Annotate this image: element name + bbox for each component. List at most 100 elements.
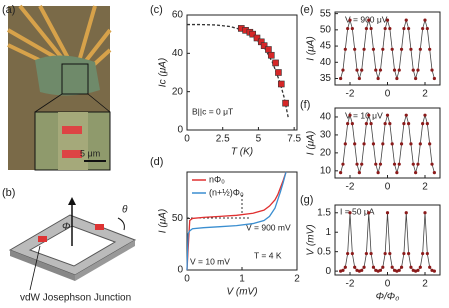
data-point [348,113,352,117]
y-tick-label: 30 [320,130,332,141]
data-point [374,162,378,166]
data-point [428,142,432,146]
x-tick-label: 5 [256,134,262,145]
x-tick-label: 0 [184,274,190,285]
data-point [399,47,404,51]
data-point [381,47,385,51]
data-point [430,68,434,72]
data-point [388,26,392,31]
x-tick-label: 0 [385,279,391,290]
data-point [399,142,404,146]
data-point [404,211,408,215]
x-tick-label: -2 [346,279,355,290]
data-point [430,162,434,166]
data-point [353,47,357,51]
y-axis-label: V (mV) [306,224,317,255]
data-point [392,162,397,166]
data-point [414,76,418,81]
y-tick-label: 40 [172,48,184,59]
x-tick-label: 2.5 [216,134,230,145]
annotation: T = 4 K [254,250,282,260]
flux-label: Φ [62,222,70,233]
data-point [421,252,425,256]
x-axis-label: T (K) [231,147,253,158]
data-point [425,26,429,31]
data-point [364,122,369,126]
data-point [416,68,420,72]
data-point [428,265,432,269]
y-tick-label: 10 [320,165,332,176]
data-point [428,47,432,51]
data-point [378,268,383,272]
series-line [186,171,287,271]
data-point [406,122,411,126]
panel-label: (a) [2,4,15,16]
data-point [362,142,366,146]
data-point [275,69,282,76]
data-point [402,26,406,31]
panel-label: (f) [300,99,310,111]
data-point [277,80,285,88]
data-point [272,59,279,67]
data-point [423,113,427,117]
data-point [385,113,390,117]
data-point [353,265,357,269]
data-point [369,26,373,31]
y-tick-label: 60 [172,10,184,21]
data-point [341,268,345,272]
data-point [423,211,427,215]
data-point [409,265,413,269]
data-point [432,76,436,81]
legend-label: (n+½)Φ₀ [209,187,244,197]
data-point [343,47,347,51]
y-tick-label: 1.5 [317,207,331,218]
data-point [406,26,411,31]
y-tick-label: 20 [172,86,184,97]
data-point [390,142,394,146]
panel-label: (g) [300,194,313,206]
panel-label: (c) [150,4,163,16]
data-point [432,269,436,273]
data-point [357,171,361,175]
x-tick-label: 0 [385,89,391,100]
data-point [360,68,364,72]
y-axis-label: I (μA) [306,131,317,155]
data-point [282,99,289,107]
data-point [416,162,420,166]
data-point [371,142,376,146]
x-tick-label: 2 [422,279,428,290]
data-point [339,171,343,175]
x-tick-label: -2 [346,182,355,193]
angle-label: θ [122,205,128,216]
annotation: V = 900 μV [345,14,388,24]
data-point [395,76,399,81]
x-tick-label: -2 [346,89,355,100]
data-point [418,142,422,146]
data-point [416,268,420,272]
data-point [421,26,425,31]
data-point [367,113,371,117]
data-point [362,47,366,51]
data-point [371,265,376,269]
panel-label: (d) [150,156,163,168]
series-line [186,171,287,271]
data-point [385,18,390,22]
data-point [367,211,371,215]
annotation: V = 10 mV [190,256,230,266]
y-tick-label: 40 [320,112,332,123]
data-point [404,18,408,22]
data-point [397,162,401,166]
data-point [397,268,401,272]
series-line [187,23,290,119]
data-point [421,122,425,126]
y-tick-label: 40 [320,57,332,68]
panel-label: (e) [300,4,313,16]
data-point [378,162,383,166]
data-point [404,113,408,117]
data-point [376,76,380,81]
y-tick-label: 0 [177,125,183,136]
annotation: V = 10 μV [345,110,383,120]
data-point [381,265,385,269]
y-axis-label: I (μA) [158,209,169,233]
data-point [348,18,352,22]
